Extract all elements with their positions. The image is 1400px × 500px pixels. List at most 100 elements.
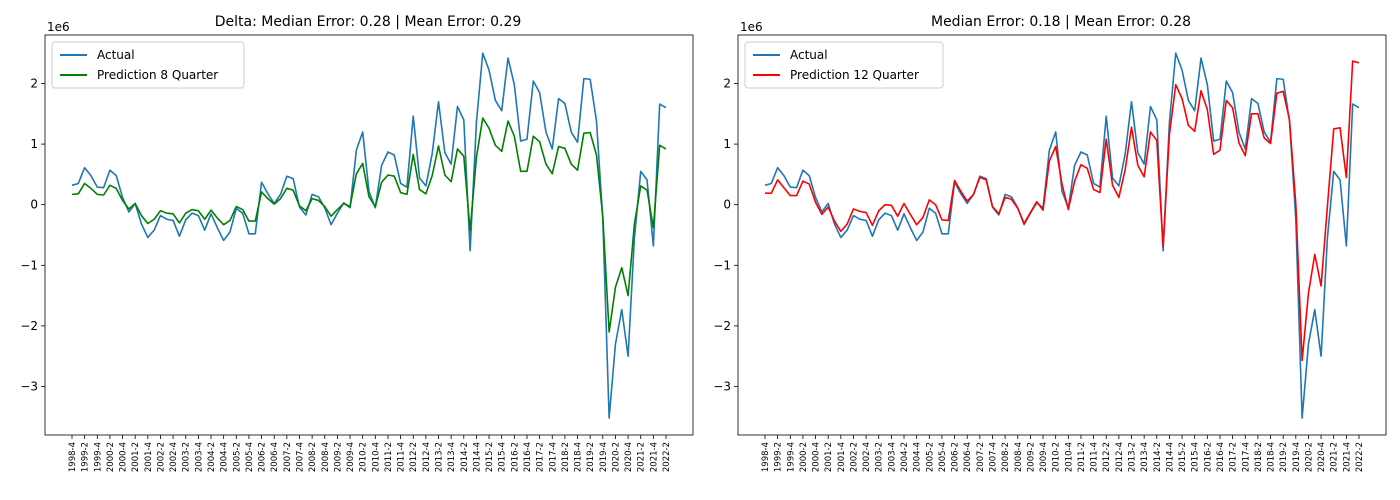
right-x-tick-label: 2001-2 [824,442,834,472]
right-chart-title: Median Error: 0.18 | Mean Error: 0.28 [931,14,1191,30]
left-x-tick-label: 2012-4 [422,442,432,472]
left-plot-frame [44,34,694,436]
left-x-tick-label: 1999-2 [81,442,91,472]
right-x-tick-label: 2008-4 [1014,442,1024,472]
left-y-tick-label: 2 [30,76,38,90]
right-x-tick-label: 2020-4 [1317,442,1327,472]
right-x-tick-label: 2017-4 [1241,442,1251,472]
right-x-tick-label: 2010-2 [1052,442,1062,472]
right-x-tick-label: 2018-4 [1267,442,1277,472]
right-x-tick-label: 2019-2 [1279,442,1289,472]
right-x-tick-label: 2007-2 [976,442,986,472]
left-y-tick-label: −2 [20,319,38,333]
left-x-tick-label: 2019-2 [586,442,596,472]
left-series-line-prediction [71,117,667,333]
right-y-tick-label: −2 [713,319,731,333]
right-y-tick-label: −3 [713,380,731,394]
right-x-tick-label: 2003-2 [875,442,885,472]
right-x-tick-label: 2017-2 [1229,442,1239,472]
left-x-tick-label: 2017-4 [548,442,558,472]
right-x-tick-label: 2012-2 [1102,442,1112,472]
left-x-tick-label: 2015-2 [485,442,495,472]
right-x-tick-label: 2016-4 [1216,442,1226,472]
right-x-tick-label: 2014-4 [1165,442,1175,472]
right-x-tick-label: 2006-2 [951,442,961,472]
right-x-tick-label: 2005-4 [938,442,948,472]
left-x-tick-label: 2018-4 [574,442,584,472]
left-x-tick-label: 2005-4 [245,442,255,472]
left-series-line-actual [71,52,667,419]
right-y-tick-label: 2 [723,76,731,90]
right-x-tick-label: 2019-4 [1292,442,1302,472]
right-x-tick-label: 2006-4 [963,442,973,472]
left-x-tick-label: 2004-4 [220,442,230,472]
right-x-tick-label: 2000-2 [799,442,809,472]
right-x-tick-label: 2001-4 [837,442,847,472]
right-x-tick-label: 2021-2 [1330,442,1340,472]
left-x-tick-label: 2021-4 [649,442,659,472]
left-x-tick-label: 2011-2 [384,442,394,472]
right-x-tick-label: 2015-4 [1191,442,1201,472]
right-x-tick-label: 2018-2 [1254,442,1264,472]
right-legend-label-prediction: Prediction 12 Quarter [790,68,919,82]
left-x-tick-label: 2018-2 [561,442,571,472]
right-x-tick-label: 2014-2 [1153,442,1163,472]
right-legend: Actual Prediction 12 Quarter [744,41,944,89]
left-x-tick-label: 2003-4 [194,442,204,472]
left-y-tick-label: −1 [20,258,38,272]
left-x-tick-label: 2017-2 [536,442,546,472]
right-x-tick-label: 2012-4 [1115,442,1125,472]
right-x-tick-label: 2022-2 [1355,442,1365,472]
left-x-tick-label: 2001-4 [144,442,154,472]
left-legend-label-prediction: Prediction 8 Quarter [97,68,218,82]
left-y-scale-label: 1e6 [47,20,70,34]
left-x-tick-label: 2019-4 [599,442,609,472]
left-x-tick-label: 2004-2 [207,442,217,472]
right-y-tick-label: −1 [713,258,731,272]
left-x-tick-label: 2002-2 [156,442,166,472]
right-series-line-prediction [765,60,1360,362]
left-chart-panel: Delta: Median Error: 0.28 | Mean Error: … [20,14,694,472]
left-x-tick-label: 2007-4 [295,442,305,472]
right-x-tick-label: 2010-4 [1064,442,1074,472]
left-x-tick-label: 2020-4 [624,442,634,472]
right-chart-panel: Median Error: 0.18 | Mean Error: 0.28 1e… [713,14,1387,472]
right-x-tick-label: 2020-2 [1304,442,1314,472]
left-x-tick-label: 2020-2 [611,442,621,472]
left-x-tick-label: 2015-4 [498,442,508,472]
left-x-tick-label: 1998-4 [68,442,78,472]
left-x-tick-label: 2010-2 [359,442,369,472]
right-x-tick-label: 2000-4 [812,442,822,472]
left-x-tick-label: 2022-2 [662,442,672,472]
left-x-tick-label: 2009-4 [346,442,356,472]
right-y-tick-label: 1 [723,137,731,151]
left-x-tick-label: 2005-2 [232,442,242,472]
right-x-tick-label: 2002-4 [862,442,872,472]
right-y-tick-label: 0 [723,198,731,212]
right-plot-frame [737,34,1387,436]
left-legend-box [51,41,245,89]
right-x-tick-label: 2008-2 [1001,442,1011,472]
right-x-tick-label: 2002-2 [849,442,859,472]
right-x-tick-label: 2004-4 [913,442,923,472]
right-series-line-actual [764,52,1360,419]
left-x-tick-label: 2003-2 [182,442,192,472]
right-x-tick-label: 2015-2 [1178,442,1188,472]
left-y-tick-label: −3 [20,380,38,394]
right-legend-box [744,41,944,89]
right-x-tick-label: 2013-4 [1140,442,1150,472]
right-x-tick-label: 2009-4 [1039,442,1049,472]
right-x-tick-label: 2004-2 [900,442,910,472]
right-x-tick-label: 2007-4 [988,442,998,472]
right-legend-label-actual: Actual [790,48,828,62]
left-y-tick-label: 1 [30,137,38,151]
right-x-tick-label: 2013-2 [1128,442,1138,472]
right-x-tick-label: 2021-4 [1342,442,1352,472]
left-chart-title: Delta: Median Error: 0.28 | Mean Error: … [215,14,522,30]
right-x-tick-label: 2003-4 [887,442,897,472]
left-x-tick-label: 2006-4 [270,442,280,472]
right-x-tick-label: 2016-2 [1203,442,1213,472]
